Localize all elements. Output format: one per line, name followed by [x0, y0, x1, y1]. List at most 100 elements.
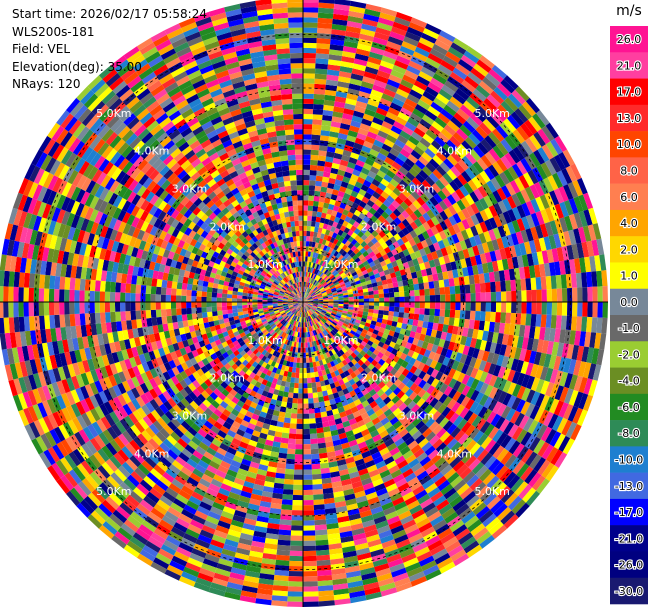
gate-cell — [367, 240, 375, 248]
gate-cell — [378, 17, 395, 27]
gate-cell — [287, 448, 296, 455]
gate-cell — [477, 185, 488, 198]
gate-cell — [482, 76, 497, 91]
gate-cell — [506, 195, 517, 209]
gate-cell — [303, 42, 317, 49]
gate-cell — [316, 291, 322, 296]
gate-cell — [327, 295, 334, 298]
gate-cell — [376, 207, 385, 216]
gate-cell — [566, 244, 575, 260]
gate-cell — [438, 200, 448, 211]
gate-cell — [307, 256, 311, 262]
gate-cell — [450, 243, 458, 254]
gate-cell — [416, 242, 424, 251]
gate-cell — [423, 314, 430, 322]
gate-cell — [362, 250, 369, 258]
gate-cell — [366, 283, 373, 289]
gate-cell — [378, 222, 387, 231]
gate-cell — [322, 171, 331, 178]
gate-cell — [335, 285, 341, 290]
gate-cell — [479, 209, 489, 222]
gate-cell — [303, 368, 307, 374]
gate-cell — [330, 287, 337, 292]
gate-cell — [495, 125, 509, 139]
gate-cell — [303, 291, 305, 297]
gate-cell — [314, 407, 321, 414]
gate-cell — [404, 290, 410, 297]
gate-cell — [360, 184, 370, 192]
gate-cell — [509, 245, 517, 258]
gate-cell — [303, 576, 318, 582]
gate-cell — [322, 267, 327, 274]
gate-cell — [333, 264, 339, 270]
gate-cell — [307, 282, 311, 288]
gate-cell — [382, 227, 390, 235]
gate-cell — [376, 69, 391, 79]
gate-cell — [319, 217, 326, 224]
gate-cell — [358, 212, 366, 220]
gate-cell — [406, 26, 423, 38]
gate-cell — [357, 237, 365, 245]
gate-cell — [475, 84, 491, 98]
gate-cell — [337, 268, 343, 274]
gate-cell — [524, 119, 538, 135]
gate-cell — [345, 283, 352, 288]
gate-cell — [313, 402, 320, 409]
gate-cell — [431, 121, 444, 133]
gate-cell — [326, 146, 336, 153]
gate-cell — [447, 46, 464, 59]
gate-cell — [434, 287, 441, 296]
gate-cell — [304, 286, 306, 292]
gate-cell — [388, 74, 403, 84]
gate-cell — [369, 274, 376, 280]
gate-cell — [333, 184, 341, 191]
gate-cell — [535, 196, 545, 211]
gate-cell — [391, 97, 405, 108]
gate-cell — [342, 290, 348, 294]
gate-cell — [312, 387, 318, 393]
gate-cell — [450, 151, 462, 163]
gate-cell — [390, 272, 397, 279]
gate-cell — [536, 110, 550, 126]
gate-cell — [428, 125, 441, 137]
gate-cell — [368, 126, 380, 135]
gate-cell — [317, 437, 326, 444]
gate-cell — [292, 393, 299, 399]
gate-cell — [511, 302, 517, 314]
gate-cell — [312, 484, 323, 490]
gate-cell — [323, 245, 328, 251]
gate-cell — [573, 228, 582, 244]
gate-cell — [420, 239, 429, 249]
gate-cell — [443, 218, 453, 229]
gate-cell — [549, 220, 559, 235]
gate-cell — [419, 95, 434, 106]
gate-cell — [328, 54, 342, 61]
gate-cell — [587, 224, 597, 241]
gate-cell — [311, 139, 320, 146]
gate-cell — [478, 232, 487, 244]
gate-cell — [340, 213, 347, 221]
gate-cell — [454, 162, 465, 174]
gate-cell — [439, 161, 451, 173]
gate-cell — [276, 549, 290, 556]
gate-cell — [317, 155, 327, 162]
gate-cell — [502, 223, 511, 236]
gate-cell — [401, 227, 410, 236]
gate-cell — [443, 104, 457, 117]
gate-cell — [425, 57, 441, 69]
gate-cell — [440, 59, 456, 72]
gate-cell — [311, 468, 322, 475]
gate-cell — [371, 222, 379, 231]
gate-cell — [323, 269, 329, 275]
gate-cell — [460, 196, 471, 208]
gate-cell — [338, 248, 345, 255]
gate-cell — [424, 288, 430, 296]
gate-cell — [446, 169, 458, 181]
gate-cell — [346, 199, 354, 207]
gate-cell — [351, 115, 363, 124]
gate-cell — [414, 295, 420, 302]
velocity-gates — [0, 0, 608, 607]
gate-cell — [429, 235, 438, 245]
gate-cell — [354, 241, 361, 249]
gate-cell — [516, 160, 528, 175]
